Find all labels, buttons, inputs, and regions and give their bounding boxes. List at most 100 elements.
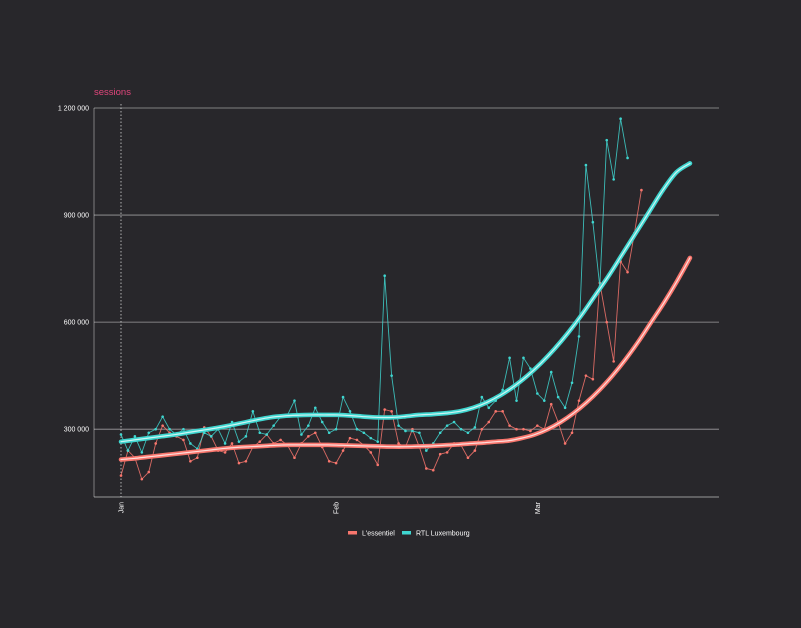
- data-point: [445, 451, 449, 454]
- data-point: [612, 360, 615, 363]
- data-point: [348, 436, 352, 440]
- data-point: [480, 427, 484, 431]
- series-rtl-luxembourg: [119, 117, 629, 454]
- data-point: [591, 377, 595, 381]
- data-point: [605, 138, 609, 142]
- data-point: [522, 356, 525, 360]
- data-point: [383, 274, 386, 278]
- data-point: [168, 427, 171, 431]
- data-point: [348, 410, 352, 413]
- data-point: [397, 442, 400, 445]
- data-point: [570, 431, 574, 435]
- trend-line-glow: [118, 161, 693, 444]
- data-point: [542, 399, 546, 402]
- data-point: [369, 451, 373, 454]
- data-point: [313, 431, 317, 435]
- data-point: [397, 424, 400, 427]
- data-point: [341, 395, 345, 399]
- data-point: [480, 395, 484, 399]
- data-point: [154, 427, 157, 431]
- data-point: [237, 461, 241, 465]
- data-point: [473, 426, 477, 429]
- data-point: [515, 399, 518, 402]
- data-point: [383, 408, 386, 411]
- data-point: [591, 220, 595, 224]
- data-point: [140, 451, 144, 454]
- data-point: [431, 468, 435, 472]
- data-point: [612, 178, 615, 181]
- data-point: [140, 477, 144, 481]
- series-line: [120, 118, 628, 454]
- data-point: [473, 449, 477, 452]
- trend-lessentiel: [118, 255, 693, 462]
- data-point: [209, 435, 213, 438]
- data-point: [355, 438, 359, 442]
- chart-subtitle: sessions: [94, 87, 131, 98]
- data-point: [320, 420, 324, 424]
- data-point: [508, 424, 511, 427]
- data-point: [584, 163, 588, 167]
- data-point: [563, 442, 567, 445]
- legend: L'essentiel RTL Luxembourg: [348, 531, 470, 538]
- data-point: [466, 431, 470, 435]
- data-point: [154, 442, 157, 445]
- data-point: [411, 427, 414, 431]
- data-point: [577, 399, 581, 402]
- x-tick-label: Mar: [535, 501, 542, 514]
- data-point: [626, 270, 629, 274]
- data-point: [293, 399, 296, 402]
- data-point: [563, 406, 567, 410]
- data-point: [494, 410, 498, 413]
- data-point: [119, 474, 123, 477]
- data-point: [293, 456, 296, 460]
- data-point: [265, 433, 269, 436]
- data-point: [341, 449, 345, 452]
- data-point: [223, 442, 227, 445]
- data-point: [244, 435, 248, 438]
- data-point: [459, 427, 463, 431]
- y-tick-label: 1 200 000: [58, 106, 89, 113]
- data-point: [529, 429, 532, 433]
- data-point: [161, 415, 164, 419]
- data-point: [307, 424, 310, 427]
- data-point: [501, 410, 504, 413]
- data-point: [425, 467, 428, 470]
- data-point: [182, 427, 185, 431]
- y-tick-label: 300 000: [64, 427, 89, 434]
- data-point: [466, 456, 470, 460]
- data-point: [327, 460, 331, 463]
- data-point: [362, 431, 366, 435]
- legend-swatch: [402, 531, 411, 535]
- data-point: [549, 402, 553, 406]
- data-point: [501, 388, 504, 392]
- data-point: [230, 442, 234, 445]
- data-point: [411, 429, 414, 433]
- data-point: [640, 188, 643, 192]
- data-point: [425, 449, 428, 452]
- data-point: [605, 320, 609, 324]
- axes: 300 000 600 000 900 000 1 200 000 Jan Feb Mar: [58, 104, 719, 514]
- data-point: [126, 449, 130, 452]
- data-point: [487, 420, 491, 424]
- data-point: [445, 424, 449, 427]
- data-point: [508, 356, 511, 360]
- data-point: [258, 431, 262, 435]
- data-point: [452, 420, 456, 424]
- data-point: [619, 117, 622, 121]
- data-point: [556, 395, 560, 399]
- legend-label: L'essentiel: [362, 531, 395, 538]
- data-point: [536, 424, 539, 427]
- data-point: [369, 436, 373, 440]
- data-point: [334, 427, 338, 431]
- series-group: [118, 117, 693, 481]
- legend-item: L'essentiel: [348, 531, 395, 538]
- trend-line-core: [120, 257, 691, 461]
- data-point: [237, 440, 241, 443]
- data-point: [223, 451, 227, 454]
- data-point: [147, 431, 151, 435]
- grid-lines: [94, 107, 719, 430]
- data-point: [626, 156, 629, 160]
- data-point: [577, 335, 581, 338]
- data-point: [196, 456, 199, 460]
- data-point: [390, 374, 393, 377]
